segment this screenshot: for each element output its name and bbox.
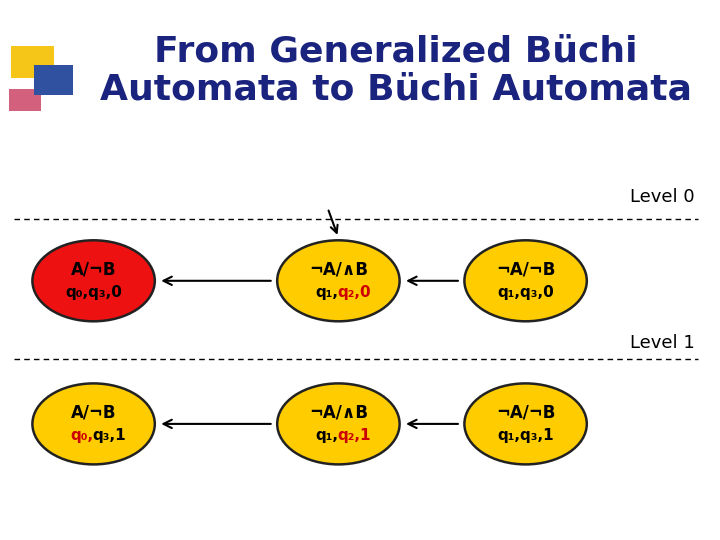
Text: A/¬B: A/¬B (71, 403, 117, 422)
Ellipse shape (464, 383, 587, 464)
Text: Level 1: Level 1 (630, 334, 695, 352)
Text: q₃,1: q₃,1 (92, 428, 126, 443)
Text: From Generalized Büchi: From Generalized Büchi (154, 35, 638, 68)
Bar (34, 65, 73, 94)
Text: ¬A/∧B: ¬A/∧B (309, 260, 368, 279)
Ellipse shape (277, 240, 400, 321)
Text: q₁,: q₁, (315, 428, 338, 443)
Ellipse shape (32, 240, 155, 321)
Text: A/¬B: A/¬B (71, 260, 117, 279)
Text: Level 0: Level 0 (630, 188, 695, 206)
Ellipse shape (464, 240, 587, 321)
Text: q₀,: q₀, (71, 428, 94, 443)
Text: q₁,q₃,1: q₁,q₃,1 (498, 428, 554, 443)
Text: q₁,: q₁, (315, 285, 338, 300)
Bar (9, 89, 41, 111)
Ellipse shape (277, 383, 400, 464)
Text: q₀,q₃,0: q₀,q₃,0 (66, 285, 122, 300)
Ellipse shape (32, 383, 155, 464)
Text: Automata to Büchi Automata: Automata to Büchi Automata (100, 72, 692, 106)
Text: q₂,1: q₂,1 (337, 428, 371, 443)
Text: ¬A/¬B: ¬A/¬B (496, 260, 555, 279)
Bar (11, 46, 54, 78)
Text: ¬A/¬B: ¬A/¬B (496, 403, 555, 422)
Text: q₁,q₃,0: q₁,q₃,0 (498, 285, 554, 300)
Text: ¬A/∧B: ¬A/∧B (309, 403, 368, 422)
Text: q₂,0: q₂,0 (337, 285, 371, 300)
